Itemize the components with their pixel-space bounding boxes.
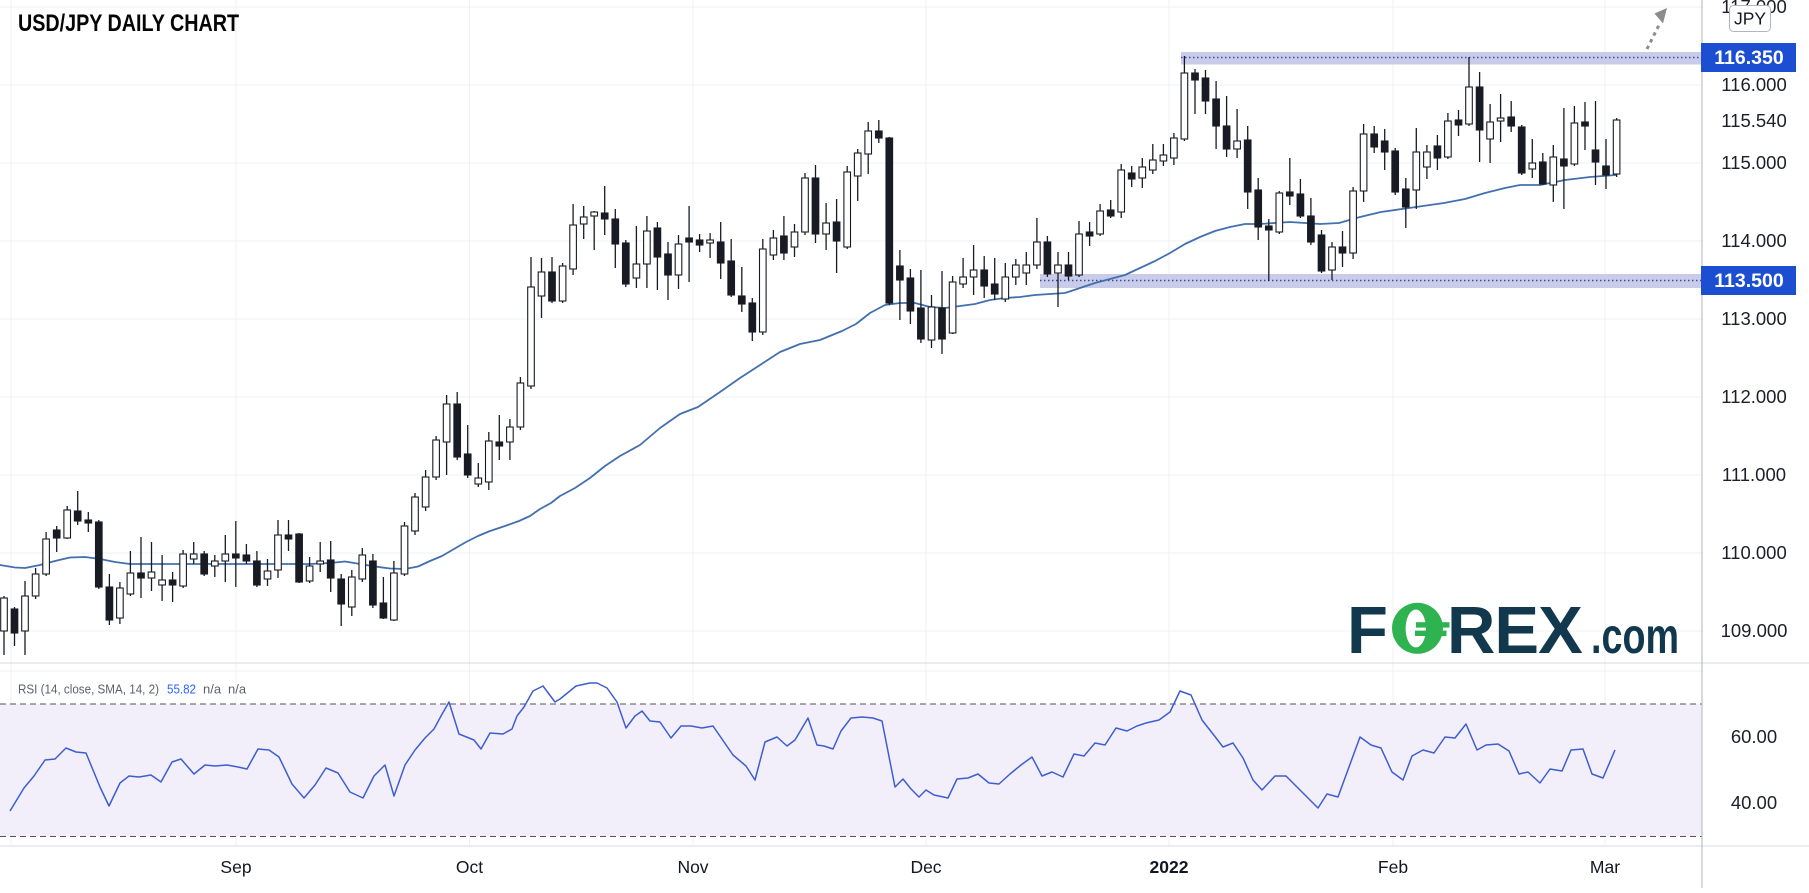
svg-text:112.000: 112.000 (1721, 386, 1787, 407)
svg-text:110.000: 110.000 (1721, 542, 1787, 563)
svg-text:113.000: 113.000 (1721, 308, 1787, 329)
svg-text:Mar: Mar (1590, 857, 1620, 877)
svg-text:114.000: 114.000 (1721, 230, 1787, 251)
svg-text:Dec: Dec (910, 857, 941, 877)
svg-text:2022: 2022 (1150, 857, 1189, 877)
svg-text:115.540: 115.540 (1721, 110, 1787, 131)
svg-text:n/a: n/a (203, 682, 222, 697)
svg-text:JPY: JPY (1734, 9, 1766, 29)
svg-text:Feb: Feb (1378, 857, 1408, 877)
svg-text:RSI (14, close, SMA, 14, 2): RSI (14, close, SMA, 14, 2) (18, 682, 159, 697)
svg-text:60.00: 60.00 (1731, 726, 1777, 747)
svg-text:Oct: Oct (456, 857, 483, 877)
svg-text:F: F (1347, 593, 1388, 668)
svg-text:40.00: 40.00 (1731, 792, 1777, 813)
svg-text:116.000: 116.000 (1721, 74, 1787, 95)
svg-text:REX: REX (1447, 593, 1583, 668)
svg-text:Sep: Sep (220, 857, 251, 877)
svg-text:Nov: Nov (677, 857, 708, 877)
svg-text:.com: .com (1591, 608, 1679, 664)
svg-text:111.000: 111.000 (1722, 464, 1786, 485)
svg-text:113.500: 113.500 (1714, 270, 1784, 292)
svg-text:115.000: 115.000 (1721, 152, 1787, 173)
svg-text:116.350: 116.350 (1714, 47, 1784, 69)
svg-text:n/a: n/a (228, 682, 247, 697)
svg-text:109.000: 109.000 (1721, 620, 1788, 641)
svg-text:USD/JPY DAILY CHART: USD/JPY DAILY CHART (18, 10, 239, 37)
svg-text:55.82: 55.82 (167, 682, 196, 697)
